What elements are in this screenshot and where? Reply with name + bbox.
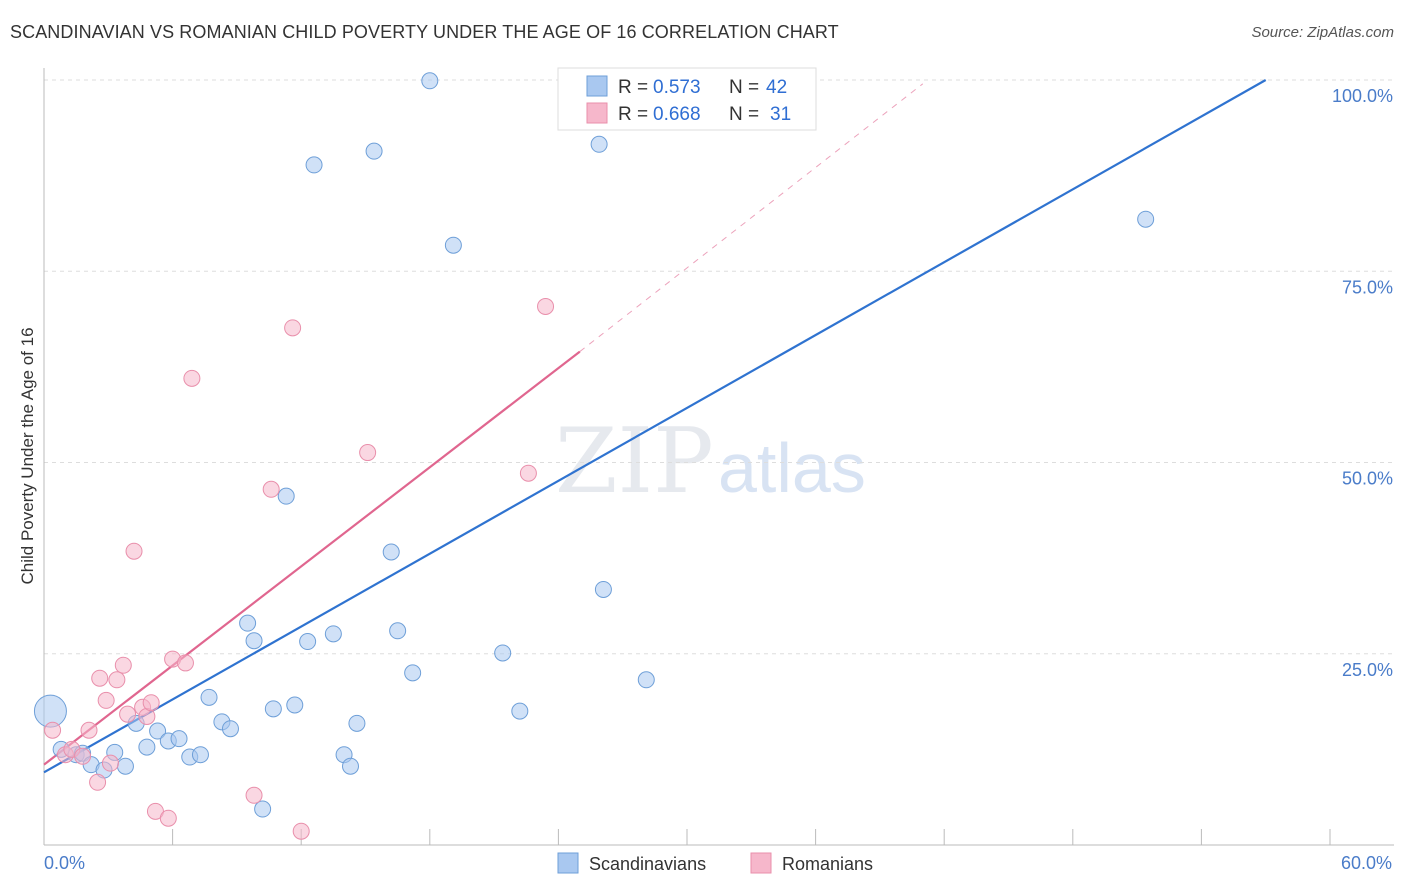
point-scandinavians — [286, 696, 304, 714]
point-romanians — [359, 444, 377, 462]
legend-n-value-romanians: 31 — [770, 104, 791, 125]
legend-n-label-romanians: N = — [729, 104, 759, 125]
point-scandinavians — [277, 487, 295, 505]
y-tick-label: 25.0% — [1342, 660, 1393, 680]
point-romanians — [44, 721, 62, 739]
point-scandinavians — [389, 622, 407, 640]
trend-line-scandinavians — [43, 79, 1267, 774]
point-scandinavians — [264, 700, 282, 718]
point-scandinavians — [116, 757, 134, 775]
grid — [44, 79, 1394, 655]
legend: R = 0.573 N = 42 R = 0.668 N = 31 — [557, 67, 817, 131]
point-romanians — [519, 464, 537, 482]
point-scandinavians — [404, 664, 422, 682]
watermark-zip: ZIP — [555, 409, 714, 514]
data-points — [33, 72, 1155, 840]
point-scandinavians — [590, 135, 608, 153]
point-romanians — [74, 747, 92, 765]
point-scandinavians — [254, 800, 272, 818]
legend-r-value-romanians: 0.668 — [653, 104, 701, 125]
point-scandinavians — [299, 633, 317, 651]
point-scandinavians — [170, 730, 188, 748]
bottom-legend-swatch-scandinavians — [557, 852, 579, 874]
legend-swatch-romanians — [586, 102, 608, 124]
point-romanians — [292, 822, 310, 840]
point-romanians — [245, 786, 263, 804]
point-scandinavians — [341, 757, 359, 775]
point-romanians — [97, 691, 115, 709]
point-scandinavians — [1137, 210, 1155, 228]
point-romanians — [119, 705, 137, 723]
point-scandinavians — [421, 72, 439, 90]
point-romanians — [108, 671, 126, 689]
watermark-atlas: atlas — [718, 429, 866, 507]
point-scandinavians — [324, 625, 342, 643]
source-label: Source: ZipAtlas.com — [1251, 24, 1394, 41]
y-tick-label: 75.0% — [1342, 277, 1393, 297]
trend-lines — [43, 79, 1267, 774]
point-romanians — [89, 773, 107, 791]
legend-n-label-scandinavians: N = — [729, 77, 759, 98]
point-scandinavians — [239, 614, 257, 632]
legend-n-value-scandinavians: 42 — [766, 77, 787, 98]
legend-r-value-scandinavians: 0.573 — [653, 77, 701, 98]
point-romanians — [159, 809, 177, 827]
point-scandinavians — [149, 722, 167, 740]
x-tick-marks — [43, 829, 1331, 845]
bottom-legend-label-scandinavians: Scandinavians — [589, 854, 706, 874]
y-tick-label: 50.0% — [1342, 469, 1393, 489]
point-romanians — [183, 369, 201, 387]
bottom-legend-swatch-romanians — [750, 852, 772, 874]
point-romanians — [114, 656, 132, 674]
point-scandinavians — [594, 580, 612, 598]
point-scandinavians — [200, 688, 218, 706]
y-tick-labels: 100.0% 75.0% 50.0% 25.0% — [1332, 86, 1393, 680]
point-romanians — [142, 694, 160, 712]
y-axis-title: Child Poverty Under the Age of 16 — [18, 327, 37, 584]
point-romanians — [91, 669, 109, 687]
point-romanians — [101, 754, 119, 772]
legend-swatch-scandinavians — [586, 75, 608, 97]
point-romanians — [125, 542, 143, 560]
point-romanians — [80, 721, 98, 739]
point-romanians — [262, 480, 280, 498]
point-scandinavians — [444, 236, 462, 254]
point-scandinavians — [637, 671, 655, 689]
trend-line-romanians — [43, 350, 581, 766]
point-scandinavians — [138, 738, 156, 756]
point-scandinavians — [221, 720, 239, 738]
point-scandinavians — [511, 702, 529, 720]
trend-line-extension-romanians — [579, 83, 924, 352]
point-romanians — [176, 654, 194, 672]
point-scandinavians — [245, 632, 263, 650]
point-scandinavians — [305, 156, 323, 174]
point-scandinavians — [382, 543, 400, 561]
x-tick-label-max: 60.0% — [1341, 853, 1392, 873]
bottom-legend: Scandinavians Romanians — [557, 852, 873, 874]
point-scandinavians — [365, 142, 383, 160]
point-scandinavians — [494, 644, 512, 662]
bottom-legend-label-romanians: Romanians — [782, 854, 873, 874]
legend-r-label-romanians: R = — [618, 104, 648, 125]
point-romanians — [537, 297, 555, 315]
point-scandinavians — [348, 714, 366, 732]
chart-title: SCANDINAVIAN VS ROMANIAN CHILD POVERTY U… — [10, 22, 839, 42]
y-tick-label: 100.0% — [1332, 86, 1393, 106]
point-romanians — [284, 319, 302, 337]
legend-r-label-scandinavians: R = — [618, 77, 648, 98]
point-scandinavians — [191, 746, 209, 764]
x-tick-label-min: 0.0% — [44, 853, 85, 873]
